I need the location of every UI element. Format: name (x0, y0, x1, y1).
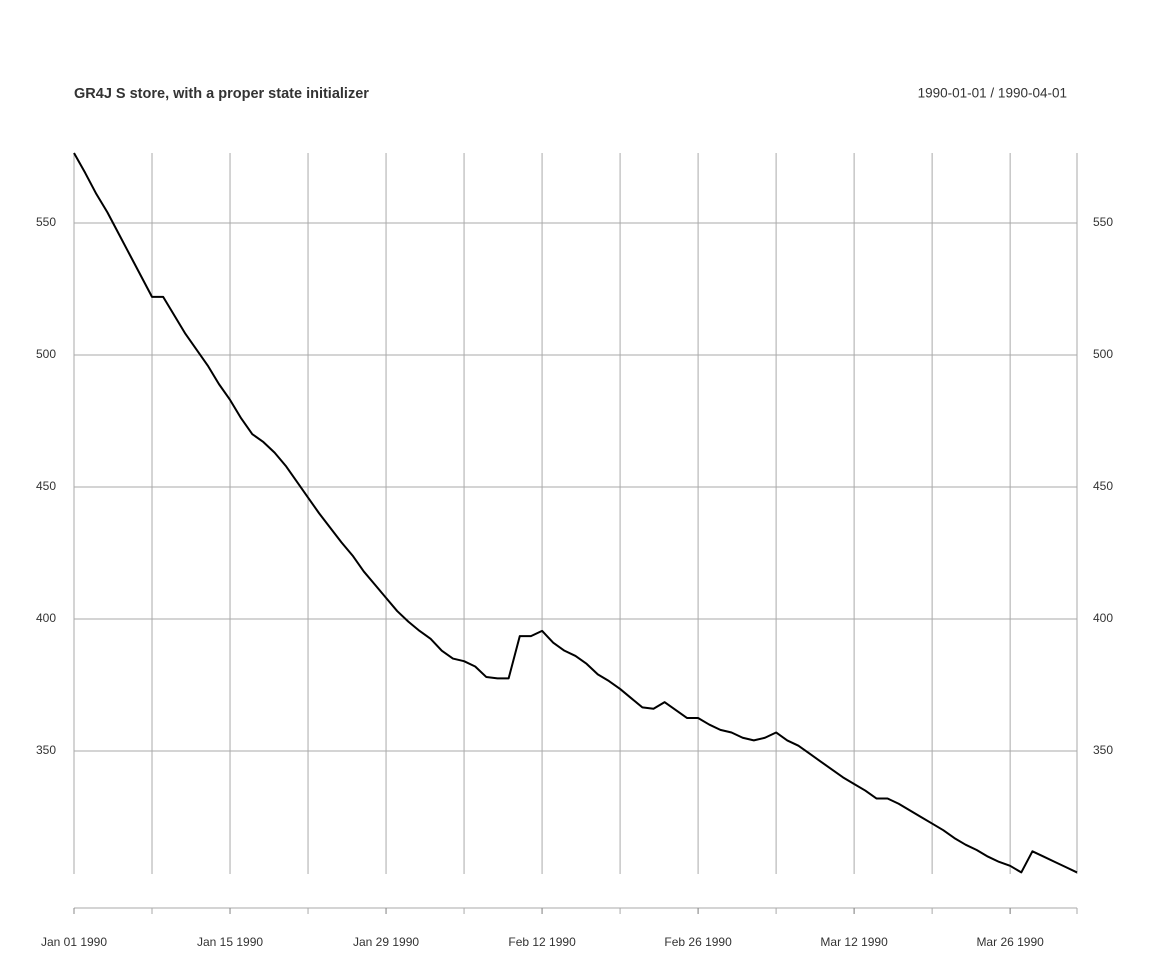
y-tick-label-right: 550 (1093, 215, 1113, 229)
x-tick-label: Feb 12 1990 (508, 935, 576, 949)
y-tick-label-right: 500 (1093, 347, 1113, 361)
x-tick-label: Feb 26 1990 (664, 935, 732, 949)
y-tick-label-right: 450 (1093, 479, 1113, 493)
x-tick-label: Jan 01 1990 (41, 935, 107, 949)
x-tick-label: Mar 12 1990 (820, 935, 888, 949)
y-tick-label: 500 (36, 347, 56, 361)
series-line (73, 152, 1078, 874)
y-tick-label: 550 (36, 215, 56, 229)
y-tick-label: 400 (36, 611, 56, 625)
x-tick-label: Jan 29 1990 (353, 935, 419, 949)
x-tick-label: Jan 15 1990 (197, 935, 263, 949)
x-tick-label: Mar 26 1990 (976, 935, 1044, 949)
y-tick-label: 350 (36, 743, 56, 757)
date-range: 1990-01-01 / 1990-04-01 (918, 86, 1067, 101)
y-tick-label: 450 (36, 479, 56, 493)
y-tick-label-right: 400 (1093, 611, 1113, 625)
y-tick-label-right: 350 (1093, 743, 1113, 757)
chart-title: GR4J S store, with a proper state initia… (74, 86, 369, 102)
